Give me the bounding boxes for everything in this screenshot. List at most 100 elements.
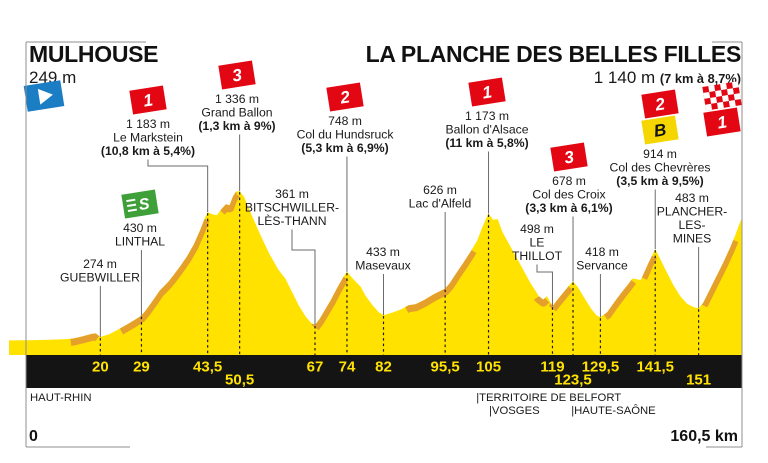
waypoint-connector — [536, 264, 553, 307]
waypoint-label-line: Le Markstein — [113, 131, 183, 145]
waypoint-label-line: Grand Ballon — [201, 106, 272, 120]
climb-shading — [68, 331, 101, 346]
category-3-badge-icon: 3 — [550, 142, 588, 172]
waypoint-label-line: 1 173 m — [465, 109, 509, 123]
distance-tick: 82 — [375, 359, 392, 376]
climb-shading — [534, 294, 550, 307]
distance-axis-bar — [26, 355, 742, 388]
waypoint-label-le-markstein: 1 183 mLe Markstein(10,8 km à 5,4%) — [101, 117, 195, 158]
svg-text:B: B — [653, 120, 668, 141]
distance-tick: 129,5 — [582, 359, 620, 376]
category-3-badge-icon: 3 — [218, 60, 256, 90]
waypoint-label-line: 678 m — [552, 174, 586, 188]
waypoint-label-line: (3,3 km à 6,1%) — [525, 201, 612, 215]
waypoint-label-line: LINTHAL — [115, 235, 165, 249]
waypoint-label-line: (1,3 km à 9%) — [198, 119, 275, 133]
waypoint-label-line: LE — [530, 236, 545, 250]
distance-tick: 119 — [540, 359, 564, 376]
distance-tick: 50,5 — [225, 372, 254, 389]
category-1-badge-icon: 1 — [468, 77, 506, 107]
waypoint-label-line: GUEBWILLER — [60, 271, 140, 285]
waypoint-label-line: Masevaux — [355, 259, 411, 273]
waypoint-label-line: 418 m — [585, 245, 619, 259]
category-2-badge-icon: 2 — [326, 82, 364, 112]
waypoint-label-line: PLANCHER- — [657, 205, 727, 219]
waypoint-label-line: THILLOT — [512, 249, 563, 263]
distance-tick: 43,5 — [193, 359, 222, 376]
climb-shading — [218, 191, 241, 215]
climb-shading — [548, 283, 574, 312]
waypoint-label-line: LES- — [678, 218, 705, 232]
distance-tick: 74 — [339, 359, 356, 376]
waypoint-label-line: LÈS-THANN — [257, 213, 326, 228]
svg-text:S: S — [138, 196, 152, 215]
distance-tick: 95,5 — [431, 359, 460, 376]
waypoint-label-line: 1 183 m — [126, 117, 170, 131]
waypoint-label-line: 274 m — [83, 257, 117, 271]
finish-gradient: (7 km à 8,7%) — [659, 71, 741, 86]
distance-tick: 29 — [133, 359, 150, 376]
waypoint-label-line: (5,3 km à 6,9%) — [301, 141, 388, 155]
svg-text:1: 1 — [481, 82, 493, 102]
finish-elevation: 1 140 m (7 km à 8,7%) — [593, 68, 741, 87]
svg-text:2: 2 — [653, 94, 667, 114]
start-flag-icon — [23, 80, 65, 112]
waypoint-label-line: (11 km à 5,8%) — [445, 136, 528, 150]
finish-city-name: LA PLANCHE DES BELLES FILLES — [365, 41, 742, 67]
climb-shading — [311, 275, 349, 331]
climb-shading — [638, 254, 657, 281]
department-label: |HAUTE-SAÔNE — [571, 404, 656, 417]
finish-flag-icon — [702, 81, 742, 111]
start-km-label: 0 — [29, 428, 38, 445]
start-title-block: MULHOUSE 249 m — [29, 41, 159, 88]
waypoint-label-line: (10,8 km à 5,4%) — [101, 144, 195, 158]
waypoint-label-line: Servance — [576, 259, 628, 273]
svg-text:1: 1 — [142, 90, 154, 110]
waypoint-label-line: 361 m — [275, 187, 309, 201]
waypoint-label-line: 914 m — [643, 147, 677, 161]
waypoint-label-line: 498 m — [520, 222, 554, 236]
category-1-badge-icon: 1 — [129, 85, 167, 115]
total-distance-label: 160,5 km — [670, 428, 738, 445]
svg-text:2: 2 — [338, 87, 352, 107]
distance-tick: 151 — [686, 372, 711, 389]
waypoint-label-line: 1 336 m — [215, 92, 259, 106]
waypoint-label-line: 433 m — [366, 245, 400, 259]
waypoint-label-line: 430 m — [123, 221, 157, 235]
climb-shading — [699, 238, 739, 308]
waypoint-label-line: BITSCHWILLER- — [245, 201, 339, 215]
waypoint-label-line: Ballon d'Alsace — [446, 123, 529, 137]
waypoint-label-line: MINES — [673, 232, 712, 246]
distance-tick: 123,5 — [554, 372, 592, 389]
department-label: HAUT-RHIN — [30, 392, 92, 404]
sprint-badge-icon: S — [121, 189, 159, 219]
waypoint-label-line: Col du Hundsruck — [297, 128, 395, 142]
start-elevation: 249 m — [29, 68, 77, 87]
waypoint-label-line: 483 m — [675, 191, 709, 205]
department-label: |TERRITOIRE DE BELFORT — [476, 392, 621, 404]
waypoint-label-line: 626 m — [423, 183, 457, 197]
start-city-name: MULHOUSE — [29, 41, 159, 67]
department-label: |VOSGES — [489, 405, 540, 417]
distance-tick: 141,5 — [636, 359, 674, 376]
finish-title-block: LA PLANCHE DES BELLES FILLES 1 140 m (7 … — [365, 41, 742, 88]
waypoint-label-line: Lac d'Alfeld — [409, 197, 472, 211]
profile-area — [9, 191, 742, 355]
waypoint-label-line: Col des Croix — [532, 188, 605, 202]
climb-shading — [602, 278, 637, 320]
bonus-seconds-badge-icon: B — [641, 115, 679, 145]
waypoint-connector — [291, 229, 316, 326]
